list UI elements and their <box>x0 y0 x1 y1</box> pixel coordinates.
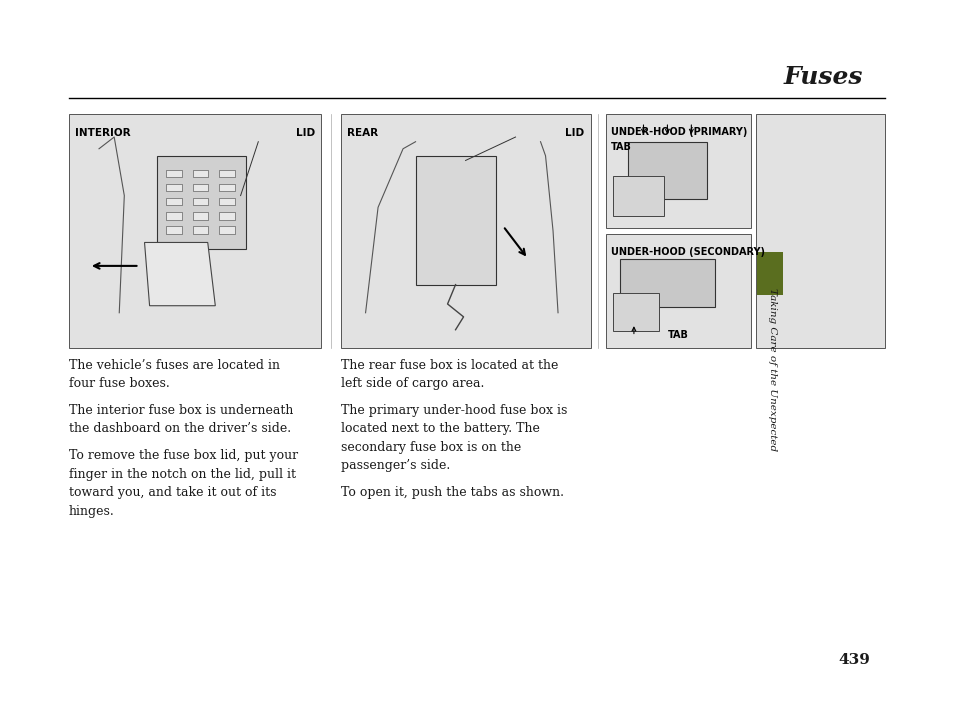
Bar <box>166 170 182 178</box>
Bar <box>219 198 234 205</box>
Bar <box>619 259 714 307</box>
Text: finger in the notch on the lid, pull it: finger in the notch on the lid, pull it <box>69 468 295 481</box>
Bar <box>627 142 706 200</box>
Text: secondary fuse box is on the: secondary fuse box is on the <box>340 441 520 454</box>
Text: left side of cargo area.: left side of cargo area. <box>340 377 483 390</box>
Text: located next to the battery. The: located next to the battery. The <box>340 422 538 435</box>
Text: The vehicle’s fuses are located in: The vehicle’s fuses are located in <box>69 359 279 371</box>
Bar <box>416 155 495 285</box>
Bar <box>605 234 750 348</box>
Bar <box>219 170 234 178</box>
Text: The rear fuse box is located at the: The rear fuse box is located at the <box>340 359 558 371</box>
Bar <box>157 155 246 249</box>
Bar <box>193 226 209 234</box>
Text: The primary under-hood fuse box is: The primary under-hood fuse box is <box>340 404 566 417</box>
Text: the dashboard on the driver’s side.: the dashboard on the driver’s side. <box>69 422 291 435</box>
Text: UNDER-HOOD (PRIMARY): UNDER-HOOD (PRIMARY) <box>610 126 746 136</box>
Bar <box>219 226 234 234</box>
Text: hinges.: hinges. <box>69 505 114 518</box>
Polygon shape <box>145 242 215 306</box>
Bar <box>193 212 209 219</box>
Bar <box>605 114 750 228</box>
Bar <box>69 114 321 348</box>
Bar <box>193 184 209 192</box>
Text: INTERIOR: INTERIOR <box>74 128 131 138</box>
Bar <box>340 114 590 348</box>
Text: TAB: TAB <box>667 330 688 340</box>
Bar <box>193 170 209 178</box>
Bar <box>166 226 182 234</box>
Bar <box>166 184 182 192</box>
Text: LID: LID <box>565 128 584 138</box>
Bar <box>755 114 884 348</box>
Bar <box>166 198 182 205</box>
Text: TAB: TAB <box>610 141 631 152</box>
Bar <box>219 212 234 219</box>
Text: Taking Care of the Unexpected: Taking Care of the Unexpected <box>767 288 777 451</box>
Bar <box>756 252 782 295</box>
Text: To remove the fuse box lid, put your: To remove the fuse box lid, put your <box>69 449 297 462</box>
Bar <box>613 176 663 217</box>
Text: REAR: REAR <box>346 128 377 138</box>
Text: four fuse boxes.: four fuse boxes. <box>69 377 170 390</box>
Text: UNDER-HOOD (SECONDARY): UNDER-HOOD (SECONDARY) <box>610 247 764 257</box>
Text: LID: LID <box>296 128 315 138</box>
Text: passenger’s side.: passenger’s side. <box>340 459 450 472</box>
Text: Fuses: Fuses <box>783 65 862 89</box>
Bar <box>193 198 209 205</box>
Bar <box>613 293 659 331</box>
Text: 439: 439 <box>837 653 869 667</box>
Bar <box>219 184 234 192</box>
Text: The interior fuse box is underneath: The interior fuse box is underneath <box>69 404 293 417</box>
Text: toward you, and take it out of its: toward you, and take it out of its <box>69 486 276 499</box>
Bar <box>166 212 182 219</box>
Text: To open it, push the tabs as shown.: To open it, push the tabs as shown. <box>340 486 563 499</box>
